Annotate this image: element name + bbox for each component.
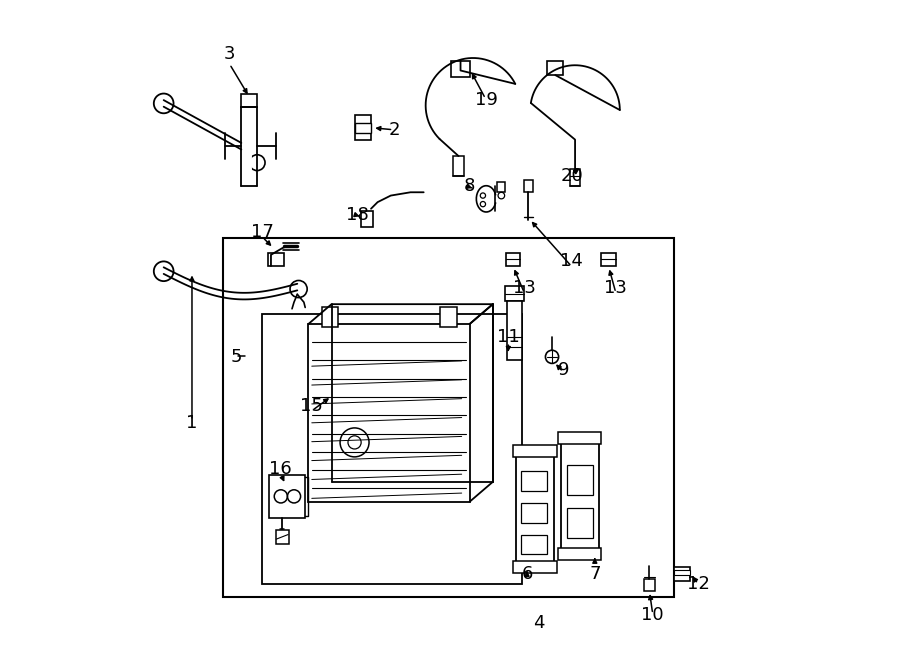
Bar: [558, 432, 601, 444]
Text: 1: 1: [186, 414, 198, 432]
Bar: [570, 169, 580, 186]
Bar: [263, 314, 522, 584]
Bar: [223, 239, 674, 597]
Bar: [513, 561, 556, 572]
Bar: [547, 61, 563, 75]
Bar: [558, 548, 601, 560]
Text: 13: 13: [513, 279, 536, 297]
Bar: [267, 253, 284, 266]
Bar: [521, 503, 547, 523]
Circle shape: [154, 94, 174, 113]
Bar: [361, 211, 373, 227]
Text: 18: 18: [346, 206, 369, 224]
Text: 13: 13: [605, 279, 627, 297]
Text: 2: 2: [388, 121, 400, 139]
Text: 17: 17: [251, 223, 274, 241]
Bar: [321, 307, 338, 327]
Text: 3: 3: [224, 45, 235, 63]
Bar: [506, 253, 520, 266]
Bar: [507, 301, 522, 360]
Bar: [521, 535, 547, 555]
Bar: [269, 475, 305, 518]
Bar: [566, 465, 593, 495]
Bar: [355, 114, 371, 139]
Bar: [451, 61, 470, 77]
Text: 20: 20: [561, 167, 583, 185]
Text: 8: 8: [464, 176, 475, 195]
Bar: [355, 123, 371, 133]
Text: 11: 11: [497, 328, 520, 346]
Bar: [561, 436, 599, 558]
Text: 15: 15: [301, 397, 323, 415]
Bar: [516, 449, 554, 570]
Circle shape: [154, 261, 174, 281]
Bar: [601, 253, 616, 266]
Text: 19: 19: [475, 91, 498, 109]
Bar: [513, 445, 556, 457]
Bar: [674, 567, 690, 580]
Bar: [644, 579, 654, 591]
Bar: [275, 530, 289, 545]
Bar: [521, 471, 547, 491]
Text: 10: 10: [642, 606, 664, 624]
Bar: [309, 324, 470, 502]
Text: 9: 9: [557, 361, 569, 379]
Bar: [241, 94, 257, 106]
Bar: [440, 307, 456, 327]
Bar: [454, 156, 464, 176]
Text: 12: 12: [688, 575, 710, 593]
Text: 4: 4: [533, 615, 544, 633]
Bar: [566, 508, 593, 538]
Text: 14: 14: [561, 253, 583, 270]
Bar: [505, 286, 524, 301]
Bar: [674, 570, 690, 575]
Bar: [498, 182, 505, 192]
Text: 7: 7: [590, 565, 600, 583]
Bar: [524, 180, 533, 192]
Text: 16: 16: [269, 460, 292, 478]
Text: 5: 5: [230, 348, 242, 366]
Text: 6: 6: [521, 565, 533, 583]
